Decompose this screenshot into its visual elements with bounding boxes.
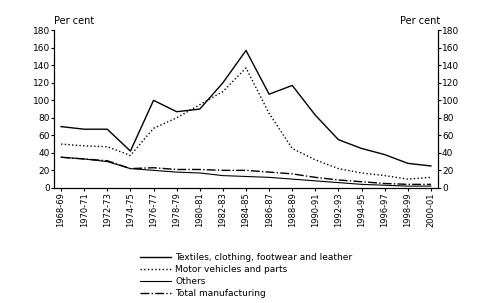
Total manufacturing <box>58 155 64 159</box>
Motor vehicles and parts <box>220 90 226 93</box>
Motor vehicles and parts <box>266 112 272 115</box>
Motor vehicles and parts <box>289 147 295 150</box>
Motor vehicles and parts <box>243 66 249 70</box>
Line: Total manufacturing: Total manufacturing <box>61 157 431 184</box>
Textiles, clothing, footwear and leather <box>58 125 64 128</box>
Others <box>81 157 87 161</box>
Total manufacturing <box>382 182 388 185</box>
Others <box>359 182 365 186</box>
Text: Per cent: Per cent <box>54 16 94 26</box>
Others <box>197 171 203 175</box>
Motor vehicles and parts <box>197 103 203 107</box>
Others <box>151 168 156 172</box>
Total manufacturing <box>104 159 110 162</box>
Total manufacturing <box>312 175 318 179</box>
Motor vehicles and parts <box>405 177 411 181</box>
Textiles, clothing, footwear and leather <box>174 110 180 114</box>
Textiles, clothing, footwear and leather <box>220 81 226 85</box>
Textiles, clothing, footwear and leather <box>266 92 272 96</box>
Textiles, clothing, footwear and leather <box>312 113 318 117</box>
Motor vehicles and parts <box>81 144 87 148</box>
Motor vehicles and parts <box>127 154 133 157</box>
Total manufacturing <box>174 168 180 171</box>
Others <box>336 181 341 185</box>
Others <box>104 160 110 163</box>
Motor vehicles and parts <box>428 175 434 179</box>
Motor vehicles and parts <box>58 142 64 146</box>
Others <box>58 155 64 159</box>
Textiles, clothing, footwear and leather <box>81 127 87 131</box>
Textiles, clothing, footwear and leather <box>382 153 388 156</box>
Others <box>127 167 133 170</box>
Line: Motor vehicles and parts: Motor vehicles and parts <box>61 68 431 179</box>
Total manufacturing <box>243 168 249 172</box>
Total manufacturing <box>336 178 341 182</box>
Total manufacturing <box>151 166 156 170</box>
Motor vehicles and parts <box>359 171 365 175</box>
Total manufacturing <box>359 180 365 184</box>
Textiles, clothing, footwear and leather <box>151 98 156 102</box>
Textiles, clothing, footwear and leather <box>289 84 295 87</box>
Line: Others: Others <box>61 157 431 186</box>
Total manufacturing <box>81 157 87 161</box>
Total manufacturing <box>220 168 226 172</box>
Textiles, clothing, footwear and leather <box>243 48 249 52</box>
Total manufacturing <box>266 170 272 174</box>
Others <box>289 177 295 181</box>
Textiles, clothing, footwear and leather <box>197 107 203 111</box>
Others <box>312 179 318 183</box>
Others <box>428 184 434 188</box>
Textiles, clothing, footwear and leather <box>359 147 365 150</box>
Total manufacturing <box>197 168 203 171</box>
Total manufacturing <box>289 172 295 176</box>
Others <box>174 170 180 174</box>
Total manufacturing <box>127 167 133 170</box>
Others <box>220 174 226 178</box>
Text: Per cent: Per cent <box>400 16 440 26</box>
Textiles, clothing, footwear and leather <box>127 149 133 153</box>
Motor vehicles and parts <box>104 145 110 148</box>
Others <box>243 175 249 178</box>
Textiles, clothing, footwear and leather <box>336 138 341 142</box>
Motor vehicles and parts <box>174 116 180 120</box>
Others <box>405 184 411 188</box>
Textiles, clothing, footwear and leather <box>104 127 110 131</box>
Textiles, clothing, footwear and leather <box>405 161 411 165</box>
Motor vehicles and parts <box>336 167 341 170</box>
Motor vehicles and parts <box>312 158 318 162</box>
Textiles, clothing, footwear and leather <box>428 164 434 168</box>
Line: Textiles, clothing, footwear and leather: Textiles, clothing, footwear and leather <box>61 50 431 166</box>
Motor vehicles and parts <box>382 174 388 178</box>
Others <box>382 183 388 187</box>
Total manufacturing <box>405 182 411 186</box>
Legend: Textiles, clothing, footwear and leather, Motor vehicles and parts, Others, Tota: Textiles, clothing, footwear and leather… <box>140 253 352 298</box>
Motor vehicles and parts <box>151 127 156 130</box>
Others <box>266 175 272 179</box>
Total manufacturing <box>428 182 434 186</box>
